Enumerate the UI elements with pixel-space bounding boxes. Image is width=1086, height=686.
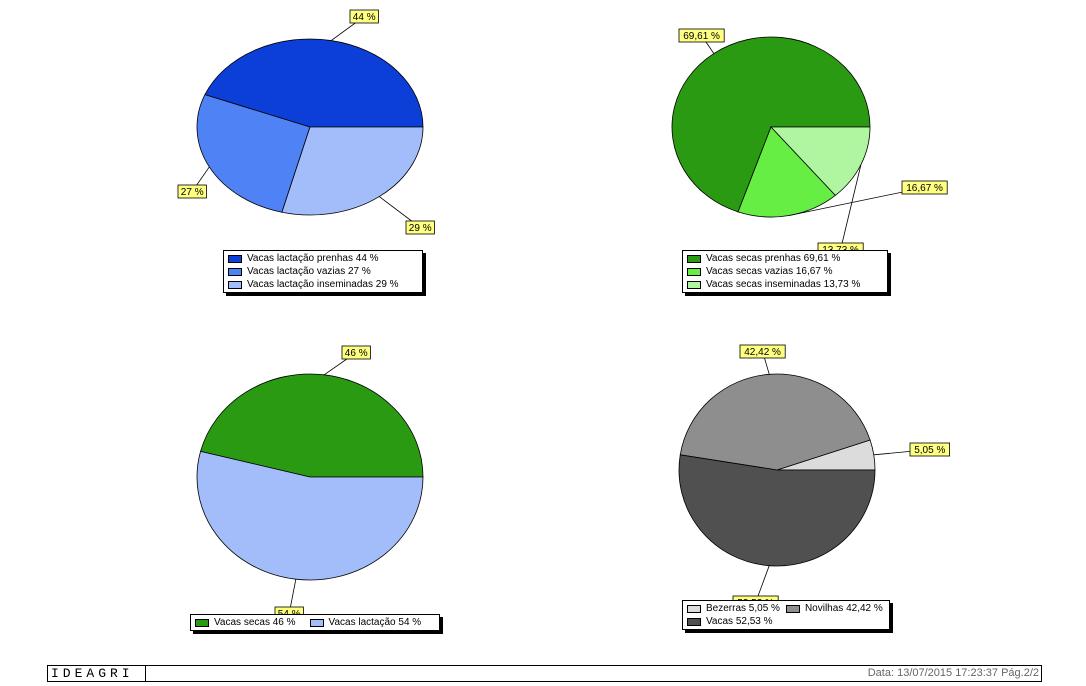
pie-slice xyxy=(196,94,311,213)
pie-chart-lactacao: 44 % 27 % 29 % xyxy=(177,9,435,235)
legend-swatch xyxy=(687,267,701,276)
legend-item: Vacas secas prenhas 69,61 % xyxy=(687,252,883,265)
pie-chart-rebanho: 5,05 %42,42 %52,53 % xyxy=(678,344,950,610)
slice-label: 46 % xyxy=(345,348,368,359)
legend-item: Vacas lactação inseminadas 29 % xyxy=(228,278,418,291)
legend-label: Vacas secas 46 % xyxy=(214,617,296,628)
legend-item: Vacas 52,53 % xyxy=(687,615,885,628)
legend-item: Vacas secas 46 % xyxy=(195,616,296,629)
legend-secas: Vacas secas prenhas 69,61 % Vacas secas … xyxy=(682,250,888,293)
pie-slice xyxy=(679,373,871,471)
slice-label: 44 % xyxy=(353,12,376,23)
slice-label-box xyxy=(349,9,379,24)
slice-label-box xyxy=(901,180,948,195)
legend-swatch xyxy=(309,618,324,627)
legend-label: Vacas 52,53 % xyxy=(706,616,773,627)
legend-label: Novilhas 42,42 % xyxy=(804,603,883,614)
slice-label: 69,61 % xyxy=(683,31,720,42)
slice-leader-line xyxy=(840,164,862,250)
pie-slice xyxy=(200,373,424,478)
legend-item: Bezerras 5,05 % xyxy=(687,602,780,615)
slice-label-box xyxy=(177,184,207,199)
legend-label: Bezerras 5,05 % xyxy=(706,603,780,614)
slice-label: 29 % xyxy=(409,223,432,234)
pie-chart-secas-vs-lactacao: 46 %54 % xyxy=(196,345,424,621)
legend-swatch xyxy=(228,280,242,289)
legend-swatch xyxy=(687,604,701,613)
legend-label: Vacas secas prenhas 69,61 % xyxy=(706,253,841,264)
legend-label: Vacas secas inseminadas 13,73 % xyxy=(706,279,861,290)
slice-label: 16,67 % xyxy=(906,183,943,194)
slice-label: 42,42 % xyxy=(744,347,781,358)
legend-swatch xyxy=(687,617,701,626)
legend-label: Vacas lactação inseminadas 29 % xyxy=(247,279,399,290)
slice-label: 5,05 % xyxy=(914,445,945,456)
report-footer: IDEAGRI Data: 13/07/2015 17:23:37 Pág.2/… xyxy=(47,665,1042,682)
legend-label: Vacas secas vazias 16,67 % xyxy=(706,266,833,277)
legend-item: Vacas lactação 54 % xyxy=(309,616,422,629)
legend-item: Novilhas 42,42 % xyxy=(785,602,883,615)
slice-label-box xyxy=(341,345,371,360)
legend-swatch xyxy=(687,280,701,289)
legend-label: Vacas lactação 54 % xyxy=(328,617,422,628)
slice-label-box xyxy=(405,220,435,235)
slice-label-box xyxy=(678,28,725,43)
legend-label: Vacas lactação vazias 27 % xyxy=(247,266,371,277)
pie-slice xyxy=(678,454,876,567)
report-date: Data: 13/07/2015 17:23:37 Pág.2/2 xyxy=(867,667,1039,679)
legend-swatch xyxy=(687,254,701,263)
slice-label-box xyxy=(909,442,950,457)
legend-item: Vacas lactação vazias 27 % xyxy=(228,265,418,278)
legend-item: Vacas secas inseminadas 13,73 % xyxy=(687,278,883,291)
legend-lactacao: Vacas lactação prenhas 44 % Vacas lactaç… xyxy=(223,250,423,293)
legend-swatch xyxy=(228,254,242,263)
legend-item: Vacas lactação prenhas 44 % xyxy=(228,252,418,265)
slice-label: 27 % xyxy=(181,187,204,198)
legend-swatch xyxy=(228,267,242,276)
legend-label: Vacas lactação prenhas 44 % xyxy=(247,253,379,264)
pie-slice xyxy=(671,36,871,213)
pie-slice xyxy=(281,126,424,216)
legend-secas-vs-lactacao: Vacas secas 46 % Vacas lactação 54 % xyxy=(190,614,440,631)
legend-rebanho: Bezerras 5,05 % Novilhas 42,42 % Vacas 5… xyxy=(682,600,890,630)
legend-item: Vacas secas vazias 16,67 % xyxy=(687,265,883,278)
pie-slice xyxy=(770,126,871,196)
legend-swatch xyxy=(785,604,800,613)
brand-logo: IDEAGRI xyxy=(48,666,146,681)
legend-swatch xyxy=(195,618,209,627)
slice-label-box xyxy=(739,344,786,359)
pie-slice xyxy=(196,450,424,581)
